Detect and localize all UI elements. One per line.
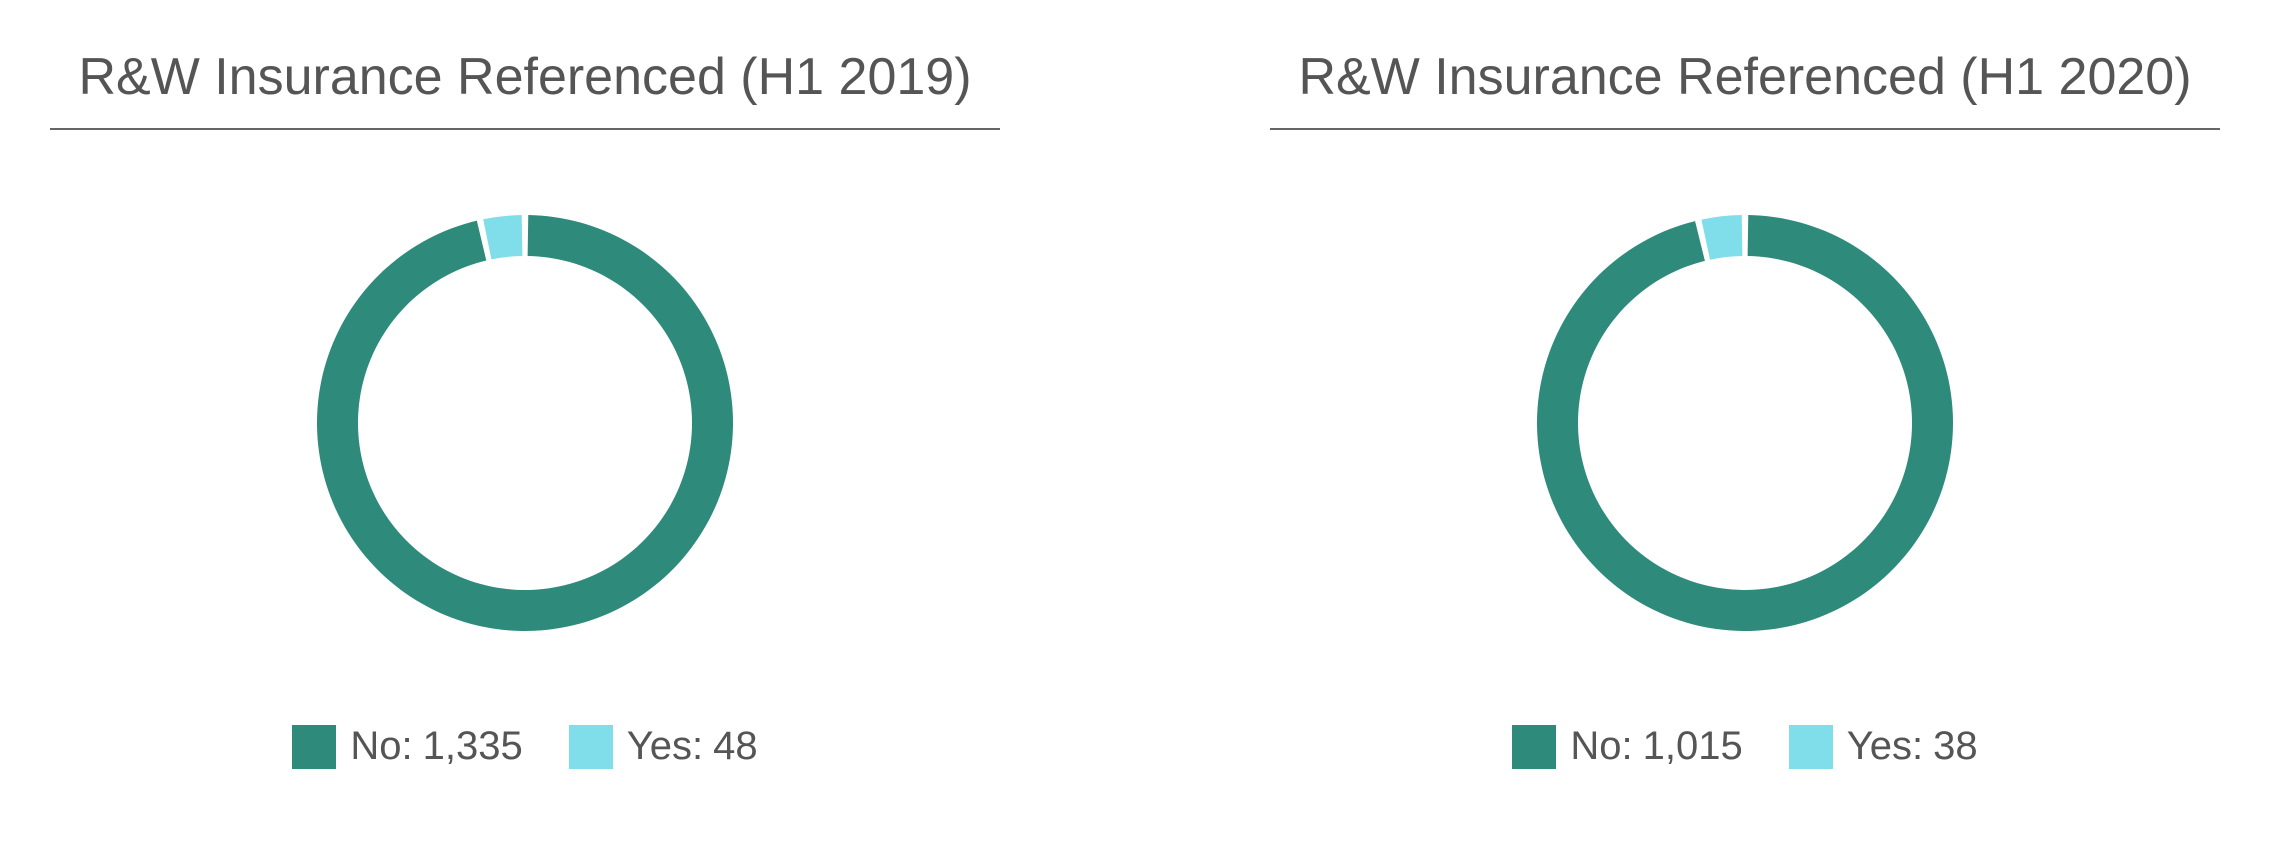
chart-legend: No: 1,335 Yes: 48 <box>50 724 1000 769</box>
legend-swatch-no <box>1512 724 1557 769</box>
legend-label-no: No: <box>1570 724 1633 768</box>
title-divider <box>50 128 1000 130</box>
donut-slice-yes[interactable] <box>483 215 523 260</box>
donut-chart <box>317 215 734 631</box>
legend-item-no[interactable]: No: 1,335 <box>292 724 523 769</box>
title-divider <box>1270 128 2220 130</box>
chart-legend: No: 1,015 Yes: 38 <box>1270 724 2220 769</box>
legend-item-no[interactable]: No: 1,015 <box>1512 724 1743 769</box>
legend-label-no: No: <box>350 724 413 768</box>
donut-chart <box>1537 215 1953 631</box>
legend-item-yes[interactable]: Yes: 48 <box>568 724 758 769</box>
donut-slice-no[interactable] <box>317 215 734 631</box>
legend-value-no: 1,335 <box>422 724 523 768</box>
legend-label-yes: Yes: <box>626 724 704 768</box>
chart-title: R&W Insurance Referenced (H1 2019) <box>78 48 972 106</box>
legend-value-no: 1,015 <box>1642 724 1743 768</box>
donut-slice-yes[interactable] <box>1701 215 1743 260</box>
legend-swatch-yes <box>1788 724 1833 769</box>
legend-value-yes: 48 <box>713 724 758 768</box>
legend-swatch-yes <box>568 724 613 769</box>
chart-panel-h1-2020: R&W Insurance Referenced (H1 2020) No: 1… <box>1270 0 2220 843</box>
legend-value-yes: 38 <box>1933 724 1978 768</box>
legend-item-yes[interactable]: Yes: 38 <box>1788 724 1978 769</box>
chart-panel-h1-2019: R&W Insurance Referenced (H1 2019) No: 1… <box>50 0 1000 843</box>
chart-title: R&W Insurance Referenced (H1 2020) <box>1298 48 2192 106</box>
legend-swatch-no <box>292 724 337 769</box>
donut-slice-no[interactable] <box>1537 215 1953 631</box>
legend-label-yes: Yes: <box>1846 724 1924 768</box>
